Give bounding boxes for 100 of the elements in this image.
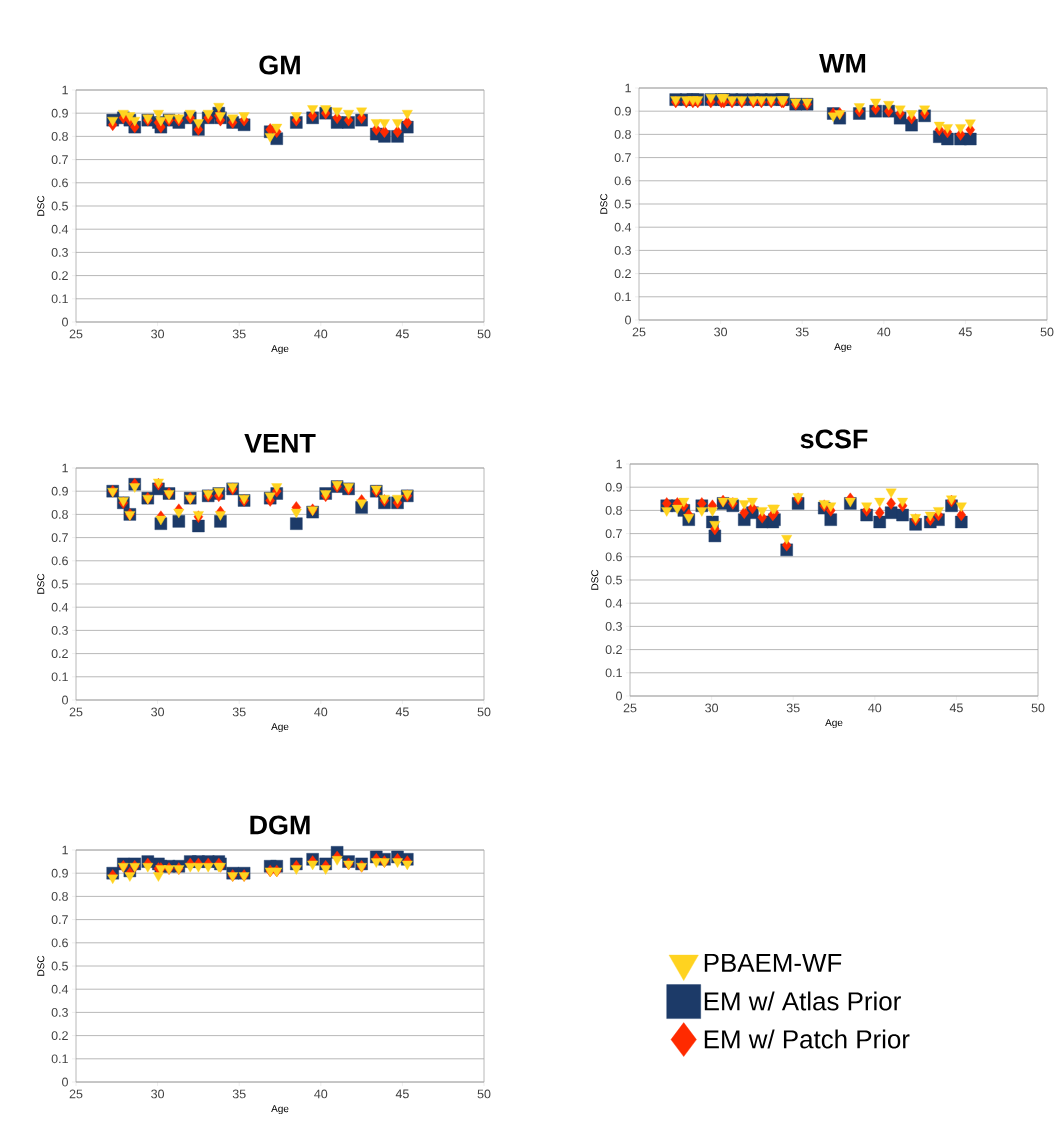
y-tick-label: 0.4 bbox=[51, 224, 69, 234]
y-tick-label: 0.3 bbox=[614, 245, 631, 255]
y-axis-title: DSC bbox=[37, 195, 45, 216]
chart-title: sCSF bbox=[800, 429, 868, 449]
x-tick-label: 30 bbox=[151, 1089, 165, 1099]
x-tick-label: 45 bbox=[395, 329, 409, 339]
y-tick-label: 0.7 bbox=[51, 155, 68, 164]
y-tick-label: 0.1 bbox=[605, 668, 622, 678]
y-tick-label: 0.2 bbox=[605, 645, 622, 655]
y-tick-label: 0.5 bbox=[614, 199, 631, 209]
y-tick-label: 0.9 bbox=[51, 486, 68, 496]
y-tick-label: 0.3 bbox=[51, 247, 68, 257]
y-tick-label: 0.3 bbox=[605, 621, 622, 631]
y-tick-label: 0.1 bbox=[51, 672, 68, 682]
x-tick-label: 40 bbox=[877, 327, 891, 337]
chart-title: WM bbox=[819, 53, 866, 73]
x-tick-label: 25 bbox=[69, 1089, 83, 1099]
x-tick-label: 25 bbox=[623, 703, 637, 713]
x-axis-title: Age bbox=[271, 345, 289, 355]
y-tick-label: 0.3 bbox=[51, 1008, 68, 1017]
y-tick-label: 1 bbox=[62, 85, 68, 95]
y-tick-label: 0.2 bbox=[51, 649, 68, 659]
y-tick-label: 0.6 bbox=[51, 938, 68, 948]
chart-title: GM bbox=[259, 55, 300, 75]
y-tick-label: 0.2 bbox=[51, 271, 68, 280]
y-tick-label: 0.1 bbox=[614, 292, 631, 302]
y-tick-label: 0.8 bbox=[614, 129, 631, 139]
legend-label: EM w/ Atlas Prior bbox=[704, 991, 901, 1011]
y-tick-label: 1 bbox=[62, 845, 68, 855]
x-tick-label: 30 bbox=[151, 329, 165, 339]
x-tick-label: 50 bbox=[1031, 703, 1045, 713]
y-tick-label: 0.9 bbox=[605, 482, 622, 492]
x-tick-label: 35 bbox=[232, 707, 246, 717]
y-tick-label: 0.6 bbox=[605, 552, 622, 562]
x-tick-label: 40 bbox=[314, 707, 328, 717]
y-tick-label: 0 bbox=[616, 691, 622, 701]
x-tick-label: 50 bbox=[477, 329, 491, 339]
x-axis-title: Age bbox=[271, 723, 289, 733]
y-tick-label: 0.8 bbox=[51, 131, 68, 141]
x-tick-label: 25 bbox=[69, 329, 83, 339]
chart-title: DGM bbox=[250, 815, 310, 835]
x-tick-label: 25 bbox=[69, 707, 83, 717]
x-tick-label: 25 bbox=[632, 327, 646, 337]
x-tick-label: 30 bbox=[705, 703, 719, 713]
y-tick-label: 0.8 bbox=[605, 505, 622, 515]
y-tick-label: 0.1 bbox=[51, 294, 68, 304]
y-tick-label: 0.5 bbox=[605, 575, 622, 585]
x-axis-title: Age bbox=[834, 343, 852, 353]
y-axis-title: DSC bbox=[600, 193, 608, 214]
y-tick-label: 0 bbox=[62, 695, 68, 705]
legend-label: PBAEM-WF bbox=[704, 953, 842, 972]
y-tick-label: 0.4 bbox=[51, 984, 69, 994]
chart-title: VENT bbox=[244, 433, 316, 453]
x-tick-label: 30 bbox=[714, 327, 728, 337]
y-axis-title: DSC bbox=[37, 573, 45, 594]
y-tick-label: 0.5 bbox=[51, 579, 68, 589]
y-tick-label: 0.8 bbox=[51, 509, 68, 519]
y-axis-title: DSC bbox=[37, 955, 45, 976]
y-tick-label: 0.7 bbox=[605, 529, 622, 539]
x-tick-label: 35 bbox=[232, 329, 246, 339]
y-tick-label: 0.9 bbox=[614, 106, 631, 116]
y-axis-title: DSC bbox=[591, 569, 599, 590]
x-tick-label: 50 bbox=[477, 1089, 491, 1099]
x-tick-label: 45 bbox=[395, 707, 409, 717]
y-tick-label: 0.7 bbox=[51, 533, 68, 543]
y-tick-label: 0.2 bbox=[51, 1031, 68, 1041]
y-tick-label: 0.5 bbox=[51, 201, 68, 211]
x-tick-label: 45 bbox=[949, 703, 963, 713]
y-tick-label: 0.6 bbox=[51, 178, 68, 188]
y-tick-label: 0.1 bbox=[51, 1054, 68, 1064]
x-tick-label: 40 bbox=[868, 703, 882, 713]
x-tick-label: 30 bbox=[151, 707, 165, 717]
x-axis-title: Age bbox=[825, 719, 843, 729]
y-tick-label: 0.8 bbox=[51, 892, 68, 901]
y-tick-label: 0.5 bbox=[51, 961, 68, 971]
x-tick-label: 50 bbox=[1040, 327, 1054, 337]
y-tick-label: 0.6 bbox=[51, 556, 68, 566]
x-tick-label: 40 bbox=[314, 329, 328, 339]
y-tick-label: 0.6 bbox=[614, 176, 631, 186]
x-tick-label: 35 bbox=[786, 703, 800, 713]
y-tick-label: 0.2 bbox=[614, 269, 631, 278]
y-tick-label: 0 bbox=[62, 1077, 68, 1087]
y-tick-label: 0.4 bbox=[51, 602, 69, 612]
y-tick-label: 0 bbox=[625, 315, 631, 325]
y-tick-label: 0.4 bbox=[614, 222, 632, 232]
y-tick-label: 0.7 bbox=[614, 153, 631, 162]
x-tick-label: 45 bbox=[958, 327, 972, 337]
y-tick-label: 1 bbox=[616, 459, 622, 469]
x-axis-title: Age bbox=[271, 1105, 289, 1115]
y-tick-label: 0.9 bbox=[51, 108, 68, 118]
x-tick-label: 50 bbox=[477, 707, 491, 717]
x-tick-label: 45 bbox=[395, 1089, 409, 1099]
y-tick-label: 1 bbox=[625, 83, 631, 93]
x-tick-label: 40 bbox=[314, 1089, 328, 1099]
legend-label: EM w/ Patch Prior bbox=[704, 1029, 910, 1049]
x-tick-label: 35 bbox=[232, 1089, 246, 1099]
y-tick-label: 0.7 bbox=[51, 915, 68, 925]
y-tick-label: 1 bbox=[62, 463, 68, 473]
y-tick-label: 0.3 bbox=[51, 625, 68, 635]
y-tick-label: 0 bbox=[62, 317, 68, 327]
